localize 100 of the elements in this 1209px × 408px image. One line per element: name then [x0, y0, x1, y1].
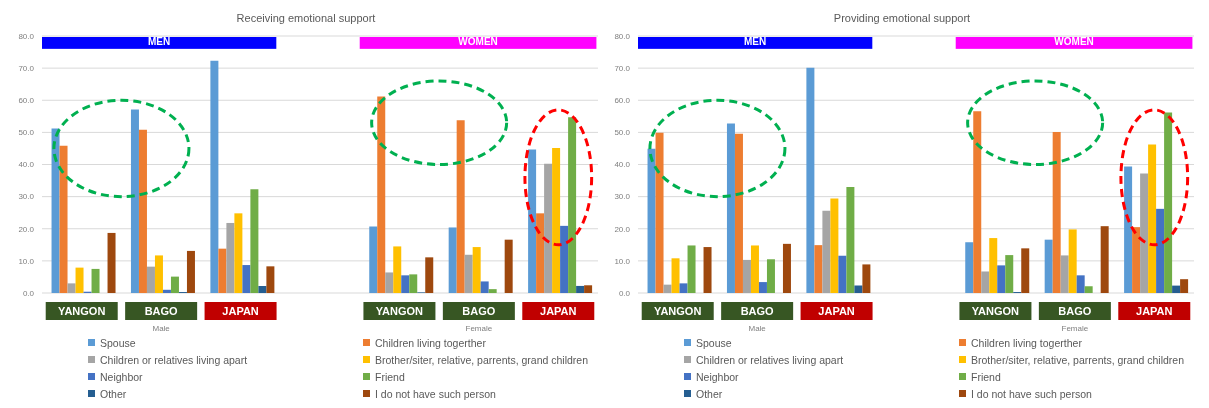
bar — [51, 128, 60, 293]
legend-label: Children or relatives living apart — [696, 353, 844, 366]
bar — [536, 213, 545, 293]
legend-label: Other — [100, 387, 127, 400]
bar — [1124, 166, 1133, 293]
y-tick-label: 40.0 — [18, 160, 35, 170]
bar — [1148, 144, 1157, 293]
bar — [186, 250, 195, 293]
bar — [266, 266, 275, 293]
bar — [742, 259, 751, 293]
legend-label: Brother/siter, relative, parrents, grand children — [971, 353, 1185, 366]
legend-label: I do not have such person — [375, 387, 496, 400]
legend-label: Spouse — [696, 336, 732, 349]
bar — [528, 149, 537, 293]
y-tick-label: 30.0 — [18, 192, 35, 202]
x-tick-label: BAGO — [740, 305, 775, 317]
annotation: WOMEN — [1054, 36, 1094, 48]
bar — [679, 283, 688, 293]
bar — [973, 111, 982, 293]
bar — [480, 281, 489, 293]
bar — [59, 145, 68, 293]
bar — [846, 186, 855, 293]
bar — [130, 109, 139, 293]
y-tick-label: 50.0 — [614, 128, 631, 138]
bar — [1005, 255, 1014, 293]
bar — [425, 257, 434, 293]
bar — [560, 225, 569, 293]
bar — [981, 271, 990, 293]
bar — [385, 272, 394, 293]
y-tick-label: 60.0 — [18, 96, 35, 106]
bar — [258, 285, 267, 293]
y-tick-label: 20.0 — [614, 224, 631, 234]
x-tick-label: JAPAN — [1136, 305, 1173, 317]
legend-label: Brother/siter, relative, parrents, grand children — [375, 353, 589, 366]
bar — [154, 255, 163, 293]
bar — [544, 163, 553, 293]
chart-title: Receiving emotional support — [235, 12, 377, 24]
legend-label: Neighbor — [696, 370, 739, 383]
legend-label: Children or relatives living apart — [100, 353, 248, 366]
x-tick-label: YANGON — [58, 305, 106, 317]
bar — [782, 243, 791, 293]
bar — [162, 289, 171, 293]
bar — [170, 276, 179, 293]
text: Male — [748, 324, 767, 333]
y-tick-label: 0.0 — [618, 288, 631, 298]
bar — [138, 129, 147, 293]
bar — [1076, 275, 1085, 293]
bar — [568, 117, 577, 293]
legend-label: Friend — [971, 370, 1001, 383]
bar — [504, 239, 513, 293]
bar — [1156, 208, 1165, 293]
legend-label: Children living togerther — [971, 336, 1082, 349]
y-tick-label: 70.0 — [614, 63, 631, 73]
bar — [806, 67, 815, 293]
y-tick-label: 80.0 — [18, 31, 35, 41]
bar — [734, 133, 743, 293]
bar — [552, 148, 561, 293]
y-tick-label: 70.0 — [18, 63, 35, 73]
y-tick-label: 40.0 — [614, 160, 631, 170]
bar — [1100, 226, 1109, 293]
text: Female — [1061, 324, 1089, 333]
bar — [1164, 112, 1173, 293]
annotation: MEN — [148, 36, 171, 48]
bar — [1060, 255, 1069, 293]
legend-label: Friend — [375, 370, 405, 383]
bar — [758, 282, 767, 293]
bar — [464, 254, 473, 293]
bar — [242, 265, 251, 293]
bar — [576, 285, 585, 293]
bar — [401, 275, 410, 293]
bar — [1172, 285, 1181, 293]
bar — [663, 284, 672, 293]
y-tick-label: 30.0 — [614, 192, 631, 202]
bar — [687, 245, 696, 293]
bar — [107, 232, 116, 293]
bar — [862, 264, 871, 293]
bar — [671, 258, 680, 293]
bar — [146, 266, 155, 293]
bar — [472, 247, 481, 293]
bar — [584, 285, 593, 293]
bar — [766, 259, 775, 293]
y-tick-label: 60.0 — [614, 96, 631, 106]
bar — [1084, 286, 1093, 293]
x-tick-label: JAPAN — [222, 305, 259, 317]
bar — [456, 120, 465, 293]
bar — [1021, 248, 1030, 293]
bar — [250, 189, 259, 293]
bar — [218, 248, 227, 293]
legend-label: I do not have such person — [971, 387, 1092, 400]
bar — [1052, 132, 1061, 293]
bar — [67, 283, 76, 293]
bar — [838, 255, 847, 293]
bar — [1180, 279, 1189, 293]
legend-label: Spouse — [100, 336, 136, 349]
bar — [448, 227, 457, 293]
x-tick-label: BAGO — [144, 305, 179, 317]
x-tick-label: JAPAN — [540, 305, 577, 317]
bar — [488, 289, 497, 293]
bar — [997, 265, 1006, 293]
x-tick-label: BAGO — [462, 305, 496, 317]
